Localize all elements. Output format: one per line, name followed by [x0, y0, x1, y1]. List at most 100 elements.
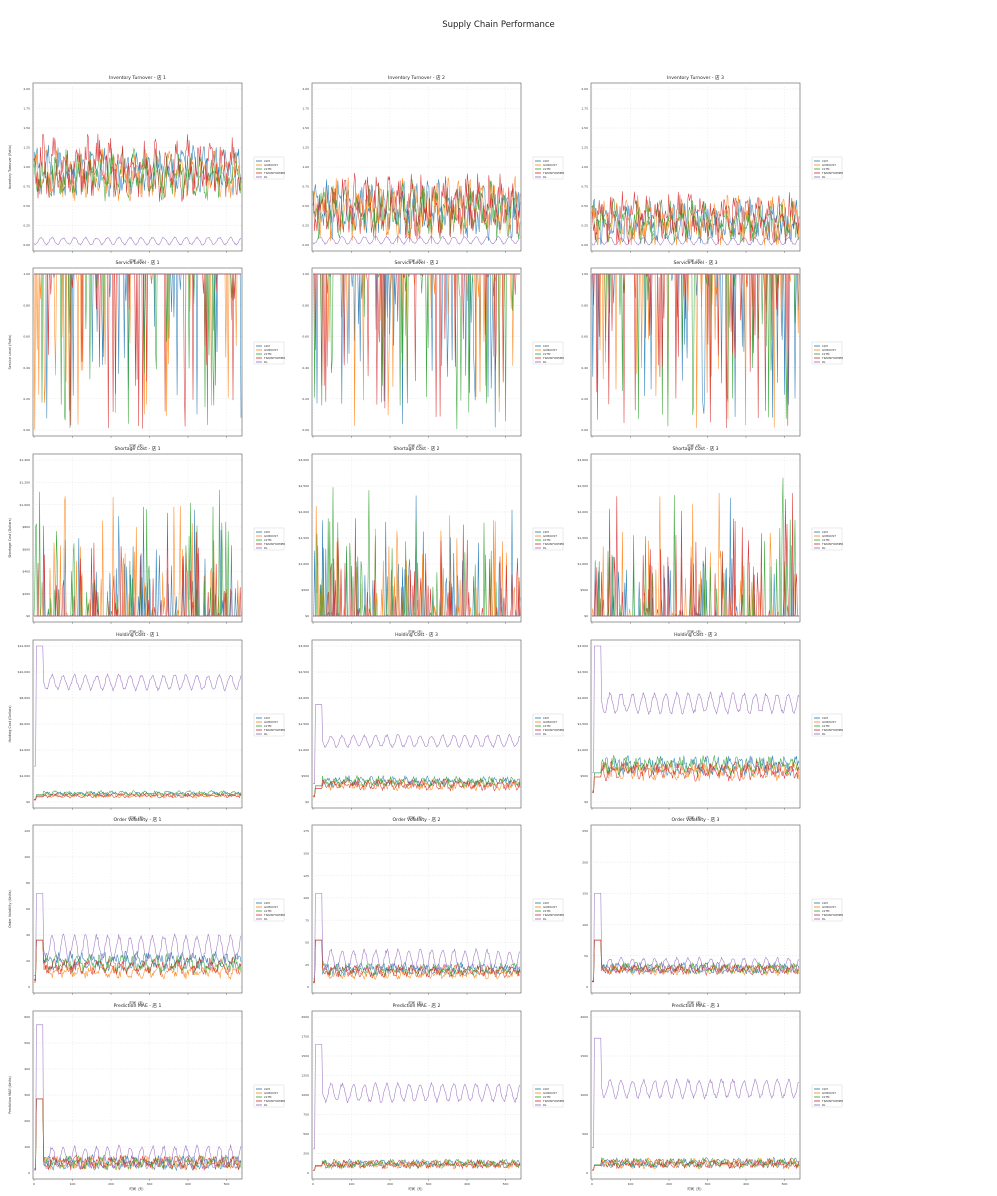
- legend-box: [811, 527, 843, 551]
- legend-label: GUBOOST: [822, 905, 836, 909]
- legend-label: RL: [264, 175, 268, 179]
- y-tick-label: 500: [24, 1041, 30, 1045]
- legend-label: LSM: [822, 1087, 828, 1091]
- y-tick-label: $1,000: [20, 503, 31, 507]
- chart-panel: $0 $2,000 $4,000 $6,000 $8,000 $10,000 $12,000…: [8, 631, 285, 820]
- y-tick-label: $2,500: [578, 484, 589, 488]
- subplot-title: Order Volatility - 店 2: [393, 816, 441, 823]
- y-tick-label: $3,000: [299, 458, 310, 462]
- y-axis-label: Prediction MAE (Units): [8, 1075, 12, 1113]
- series-line: [33, 144, 242, 198]
- series-line: [312, 175, 521, 244]
- series-line: [592, 760, 800, 793]
- series-line: [591, 191, 800, 244]
- y-tick-label: 100: [582, 923, 588, 927]
- legend-label: TRANSFORMER: [821, 1099, 843, 1103]
- y-tick-label: 60: [26, 907, 30, 911]
- y-tick-label: $500: [580, 774, 588, 778]
- y-tick-label: 0.75: [581, 185, 588, 189]
- legend-label: LSTM: [822, 538, 830, 542]
- y-tick-label: $1,000: [578, 562, 589, 566]
- legend-label: LSM: [822, 530, 828, 534]
- y-tick-label: 150: [582, 892, 588, 896]
- y-tick-label: 0.00: [581, 243, 588, 247]
- chart-panel: 0.00 0.25 0.50 0.75 1.00 1.25 1.50 1.75 2.00 Inve…: [302, 74, 564, 263]
- y-tick-label: $2,500: [299, 670, 310, 674]
- y-tick-label: 0.75: [23, 185, 30, 189]
- series-line: [313, 939, 521, 984]
- subplot-title: Inventory Turnover - 店 1: [109, 74, 166, 81]
- y-tick-label: $0: [584, 614, 588, 618]
- x-axis-label: 时间（天）: [688, 1186, 704, 1191]
- y-tick-label: 0.60: [581, 335, 588, 339]
- legend-label: RL: [543, 732, 547, 736]
- y-tick-label: $1,200: [20, 480, 31, 484]
- y-tick-label: 200: [582, 860, 588, 864]
- y-tick-label: $0: [305, 614, 309, 618]
- plot-frame: [311, 824, 522, 994]
- y-tick-label: 1.00: [23, 272, 30, 276]
- x-axis-label: 时间（天）: [130, 258, 146, 263]
- series-line: [313, 939, 521, 982]
- legend-label: GUBOOST: [543, 905, 557, 909]
- y-tick-label: 100: [24, 855, 30, 859]
- legend-label: RL: [822, 732, 826, 736]
- legend-label: LSTM: [543, 538, 551, 542]
- legend-label: TRANSFORMER: [821, 542, 843, 546]
- x-axis-label: 时间（天）: [688, 443, 704, 448]
- y-tick-label: 1.50: [581, 126, 588, 130]
- figure-title: Supply Chain Performance: [442, 20, 555, 30]
- y-tick-label: $1,000: [299, 748, 310, 752]
- y-tick-label: 500: [303, 1132, 309, 1136]
- legend-label: LSTM: [264, 724, 272, 728]
- legend-label: LSTM: [822, 1095, 830, 1099]
- legend-label: TRANSFORMER: [542, 356, 564, 360]
- y-tick-label: 1.25: [23, 146, 30, 150]
- legend-label: LSTM: [264, 167, 272, 171]
- legend-box: [253, 156, 285, 180]
- x-tick-label: 0: [591, 1182, 593, 1186]
- y-tick-label: 600: [24, 1015, 30, 1019]
- series-line: [34, 939, 242, 982]
- x-tick-label: 200: [108, 1182, 114, 1186]
- y-tick-label: 250: [582, 829, 588, 833]
- y-tick-label: 50: [584, 954, 588, 958]
- y-tick-label: 0.40: [23, 366, 30, 370]
- legend-label: LSM: [264, 530, 270, 534]
- y-tick-label: 1.00: [23, 165, 30, 169]
- y-tick-label: $2,000: [299, 696, 310, 700]
- y-tick-label: $2,500: [578, 670, 589, 674]
- chart-panel: $0 $500 $1,000 $1,500 $2,000 $2,500 $3,000 Shor…: [299, 445, 565, 634]
- legend-label: LSTM: [822, 724, 830, 728]
- subplot-title: Shortage Cost - 店 3: [672, 445, 718, 452]
- series-line: [313, 939, 521, 982]
- x-axis-label: 时间（天）: [130, 815, 146, 820]
- x-tick-label: 0: [312, 1182, 314, 1186]
- x-axis-label: 时间（天）: [409, 629, 425, 634]
- legend-label: LSTM: [264, 909, 272, 913]
- chart-panel: $0 $500 $1,000 $1,500 $2,000 $2,500 $3,000 Hold…: [578, 631, 844, 820]
- subplot-title: Holding Cost - 店 1: [116, 631, 159, 638]
- y-tick-label: 750: [303, 1113, 309, 1117]
- y-tick-label: 0.00: [23, 428, 30, 432]
- legend-label: LSTM: [822, 167, 830, 171]
- y-tick-label: $6,000: [20, 722, 31, 726]
- legend-label: RL: [822, 546, 826, 550]
- legend-box: [811, 898, 843, 922]
- subplot-title: Service Level - 店 2: [394, 259, 438, 266]
- y-tick-label: 20: [26, 959, 30, 963]
- y-axis-label: Inventory Turnover (Ratio): [8, 144, 12, 189]
- series-line: [34, 893, 242, 976]
- legend-label: GUBOOST: [822, 1091, 836, 1095]
- legend-label: RL: [264, 1103, 268, 1107]
- legend-label: RL: [543, 546, 547, 550]
- y-tick-label: $400: [22, 570, 30, 574]
- legend-label: RL: [822, 1103, 826, 1107]
- legend-box: [811, 156, 843, 180]
- legend-label: LSTM: [543, 909, 551, 913]
- y-tick-label: 120: [24, 829, 30, 833]
- x-tick-label: 300: [147, 1182, 153, 1186]
- chart-panel: $0 $500 $1,000 $1,500 $2,000 $2,500 $3,000 Hold…: [299, 631, 565, 820]
- y-tick-label: 0.50: [23, 204, 30, 208]
- series-line: [34, 1024, 242, 1170]
